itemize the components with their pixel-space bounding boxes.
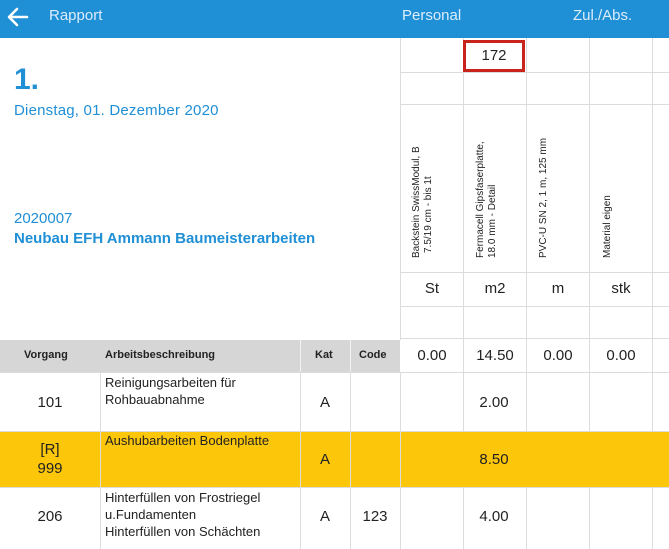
- grid-line: [400, 338, 669, 339]
- grid-line: [400, 72, 669, 73]
- row-vorgang: 999: [37, 460, 63, 477]
- table-header: [0, 340, 400, 372]
- cell-divider: [100, 372, 101, 549]
- row-material-value[interactable]: 2.00: [479, 394, 509, 411]
- row-kat: A: [319, 451, 330, 468]
- row-material-value[interactable]: 4.00: [479, 508, 509, 525]
- row-kat: A: [319, 508, 330, 525]
- material-name: PVC-U SN 2, 1 m, 125 mm: [538, 137, 549, 258]
- column-header-code: Code: [359, 349, 387, 361]
- tab-zul-abs[interactable]: Zul./Abs.: [573, 7, 633, 24]
- report-date: Dienstag, 01. Dezember 2020: [14, 102, 219, 119]
- grid-line: [400, 272, 669, 273]
- column-header-arbeitsbeschreibung: Arbeitsbeschreibung: [105, 349, 216, 361]
- row-kat: A: [319, 394, 330, 411]
- row-divider: [0, 372, 669, 373]
- grid-line: [463, 38, 464, 549]
- arrow-left-icon[interactable]: [5, 5, 31, 29]
- material-unit: m: [551, 280, 565, 297]
- grid-line: [526, 38, 527, 549]
- material-name: Material eigen: [602, 195, 613, 258]
- column-header-kat: Kat: [315, 349, 333, 361]
- grid-line: [589, 38, 590, 549]
- material-unit: stk: [611, 280, 631, 297]
- row-vorgang: 206: [37, 508, 63, 525]
- material-unit: St: [424, 280, 440, 297]
- table-row-highlighted[interactable]: [0, 431, 669, 487]
- row-divider: [0, 431, 669, 432]
- material-quantity-input[interactable]: [590, 40, 652, 72]
- cell-divider: [350, 372, 351, 549]
- column-header-vorgang: Vorgang: [24, 349, 68, 361]
- material-total: 0.00: [417, 347, 447, 364]
- tab-rapport[interactable]: Rapport: [49, 7, 103, 24]
- material-name: Fermacell Gipsfaserplatte, 18.0 mm - Det…: [475, 141, 498, 258]
- grid-line: [652, 38, 653, 549]
- header-divider: [300, 340, 301, 372]
- grid-line: [400, 38, 401, 340]
- row-divider: [0, 487, 669, 488]
- top-bar: Rapport Personal Zul./Abs.: [0, 0, 669, 38]
- material-name: Backstein SwissModul, B 7.5/19 cm - bis …: [411, 146, 434, 258]
- material-quantity-input[interactable]: [527, 40, 589, 72]
- project-name: Neubau EFH Ammann Baumeisterarbeiten: [14, 230, 316, 247]
- tab-personal[interactable]: Personal: [402, 7, 462, 24]
- project-number: 2020007: [14, 210, 73, 227]
- material-quantity-input[interactable]: 172: [481, 47, 507, 64]
- material-total: 0.00: [606, 347, 636, 364]
- material-quantity-input[interactable]: [401, 40, 463, 72]
- row-description: Reinigungsarbeiten für Rohbauabnahme: [105, 375, 236, 407]
- day-number: 1.: [14, 63, 40, 96]
- material-total: 0.00: [543, 347, 573, 364]
- row-vorgang: 101: [37, 394, 63, 411]
- grid-line: [400, 306, 669, 307]
- row-material-value[interactable]: 8.50: [479, 451, 509, 468]
- material-total: 14.50: [476, 347, 514, 364]
- material-unit: m2: [484, 280, 506, 297]
- cell-divider: [300, 372, 301, 549]
- cell-divider: [400, 372, 401, 549]
- grid-line: [400, 104, 669, 105]
- selected-cell-border[interactable]: [463, 40, 525, 72]
- row-code: 123: [362, 508, 388, 525]
- header-divider: [350, 340, 351, 372]
- row-vorgang-tag: [R]: [40, 441, 60, 458]
- row-description: Aushubarbeiten Bodenplatte: [105, 433, 270, 448]
- row-description: Hinterfüllen von Frostriegel u.Fundament…: [105, 490, 261, 539]
